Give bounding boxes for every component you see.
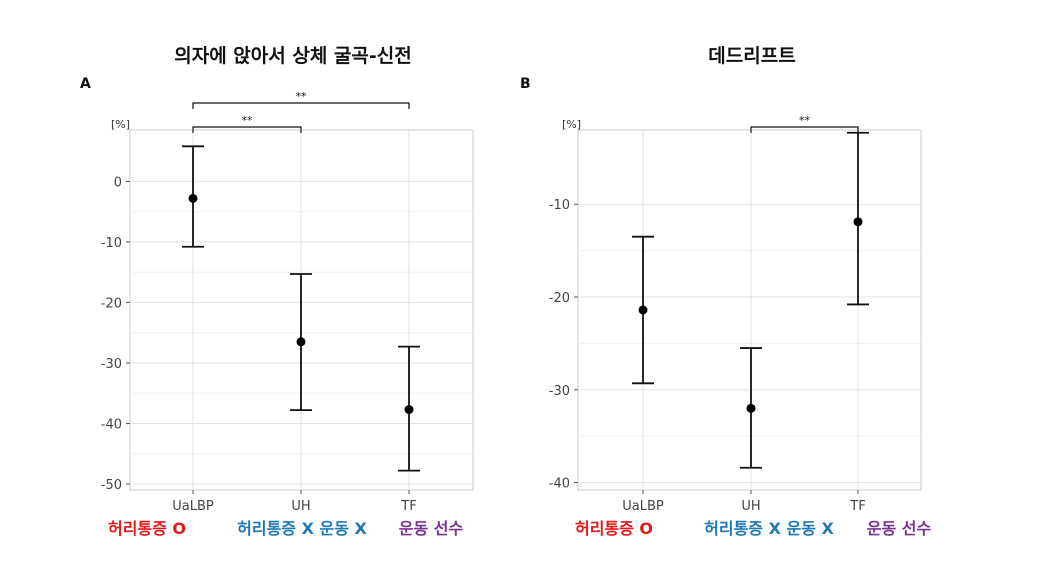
bracket-line bbox=[192, 102, 410, 109]
group-label: 허리통증 O bbox=[575, 519, 653, 538]
panel-label: B bbox=[520, 76, 531, 92]
x-tick-label: TF bbox=[400, 499, 416, 514]
mean-point bbox=[638, 305, 648, 315]
significance-bracket: ** bbox=[750, 114, 859, 133]
x-tick-label: UH bbox=[741, 499, 760, 514]
bracket-line bbox=[192, 126, 302, 133]
y-tick-label: -40 bbox=[549, 477, 570, 492]
significance-label: ** bbox=[242, 114, 254, 127]
chart-title: 의자에 앉아서 상체 굴곡-신전 bbox=[174, 45, 412, 67]
chart-panel-a: 의자에 앉아서 상체 굴곡-신전 A 0 -10 -20 -30 -40 -50 [%] UaLB… bbox=[80, 45, 474, 538]
mean-point bbox=[296, 337, 306, 347]
y-tick-label: -10 bbox=[549, 198, 570, 213]
x-tick-label: UH bbox=[291, 499, 310, 514]
y-axis-unit: [%] bbox=[111, 118, 130, 131]
x-tick-label: UaLBP bbox=[622, 499, 664, 514]
mean-point bbox=[853, 217, 863, 227]
y-tick-label: -30 bbox=[549, 384, 570, 399]
significance-bracket: ** bbox=[192, 114, 302, 133]
significance-bracket: ** bbox=[192, 90, 410, 109]
group-label: 운동 선수 bbox=[867, 519, 932, 538]
chart-panel-b: 데드리프트 B -10 -20 -30 -40 [%] UaLBP UH TF ** 허리통증 O 허리… bbox=[520, 45, 932, 538]
y-axis-unit: [%] bbox=[562, 118, 581, 131]
y-tick-label: -40 bbox=[101, 417, 122, 432]
group-label: 운동 선수 bbox=[399, 519, 464, 538]
mean-point bbox=[746, 403, 756, 413]
plot-area bbox=[577, 129, 922, 491]
group-label: 허리통증 X 운동 X bbox=[704, 519, 834, 538]
significance-label: ** bbox=[296, 90, 308, 103]
y-tick-label: -20 bbox=[101, 296, 122, 311]
group-label: 허리통증 O bbox=[108, 519, 186, 538]
y-tick-label: -10 bbox=[101, 236, 122, 251]
group-label: 허리통증 X 운동 X bbox=[237, 519, 367, 538]
y-tick-label: -30 bbox=[101, 357, 122, 372]
x-tick-label: TF bbox=[849, 499, 865, 514]
significance-label: ** bbox=[799, 114, 811, 127]
mean-point bbox=[188, 193, 198, 203]
mean-point bbox=[404, 405, 414, 415]
bracket-line bbox=[750, 126, 859, 133]
chart-title: 데드리프트 bbox=[708, 45, 795, 67]
y-tick-label: -20 bbox=[549, 291, 570, 306]
panel-label: A bbox=[80, 76, 91, 92]
x-tick-label: UaLBP bbox=[172, 499, 214, 514]
y-tick-label: 0 bbox=[114, 175, 122, 190]
y-tick-label: -50 bbox=[101, 478, 122, 493]
